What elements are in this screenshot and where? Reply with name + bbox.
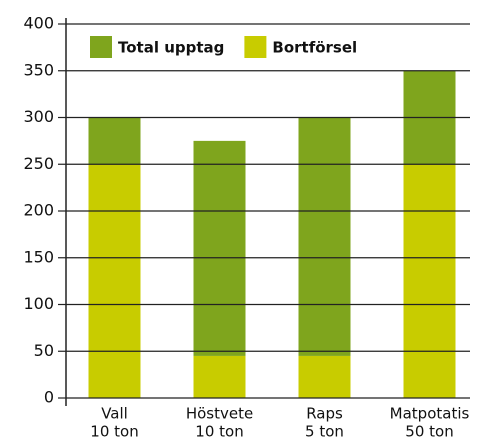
y-tick-label: 100 xyxy=(23,294,54,313)
bar-segment xyxy=(298,117,351,356)
bar-segment xyxy=(298,355,351,398)
legend-label: Bortförsel xyxy=(272,39,357,57)
y-tick-label: 50 xyxy=(34,341,54,360)
x-tick-label: 10 ton xyxy=(195,423,243,441)
bar-segment xyxy=(193,355,246,398)
y-tick-label: 250 xyxy=(23,154,54,173)
legend-swatch xyxy=(244,36,267,58)
bar-segment xyxy=(88,164,141,398)
bar-segment xyxy=(88,117,141,165)
y-tick-label: 150 xyxy=(23,247,54,266)
x-tick-label: Matpotatis xyxy=(390,405,470,423)
y-tick-label: 200 xyxy=(23,201,54,220)
x-tick-label: Vall xyxy=(101,405,128,423)
legend-swatch xyxy=(90,36,112,58)
x-tick-label: 50 ton xyxy=(405,423,453,441)
y-tick-label: 350 xyxy=(23,60,54,79)
y-tick-label: 300 xyxy=(23,107,54,126)
y-tick-label: 400 xyxy=(23,14,54,33)
legend-label: Total upptag xyxy=(118,39,224,57)
x-tick-label: Raps xyxy=(306,405,343,423)
x-tick-label: 5 ton xyxy=(305,423,344,441)
bar-segment xyxy=(403,164,456,398)
x-tick-label: Höstvete xyxy=(186,405,253,423)
bar-segment xyxy=(193,140,246,356)
x-tick-label: 10 ton xyxy=(90,423,138,441)
y-tick-label: 0 xyxy=(44,388,54,407)
